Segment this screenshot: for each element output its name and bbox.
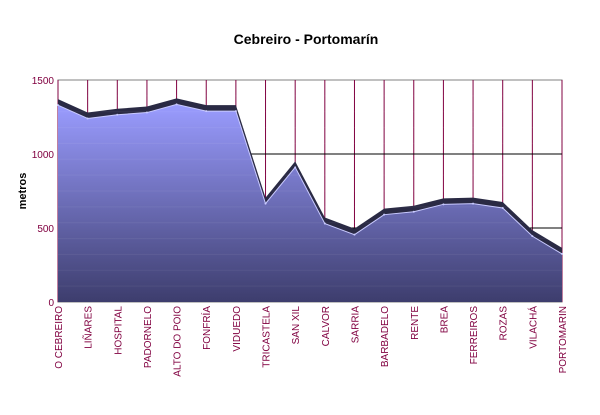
data-point: [175, 103, 178, 106]
x-tick-label: LIÑARES: [82, 306, 95, 349]
y-tick-label: 1500: [32, 76, 55, 87]
chart-title: Cebreiro - Portomarín: [234, 31, 379, 47]
area-top-edge: [57, 103, 563, 255]
x-tick-label: CALVOR: [321, 306, 332, 346]
x-tick-label: PADORNELO: [143, 306, 154, 368]
data-point: [234, 110, 237, 113]
data-point: [561, 252, 563, 255]
data-point: [383, 213, 386, 216]
x-tick-label: RENTE: [410, 306, 421, 340]
y-tick-label: 1000: [32, 150, 55, 161]
elevation-area: [58, 104, 562, 302]
data-point: [294, 166, 297, 169]
data-point: [145, 111, 148, 114]
x-tick-label: VILACHÁ: [526, 306, 539, 349]
x-tick-label: TRICASTELA: [262, 306, 273, 368]
x-tick-label: FONFRÍA: [200, 306, 213, 350]
data-point: [442, 203, 445, 206]
y-axis-label: metros: [17, 173, 29, 210]
x-tick-label: SARRIA: [350, 306, 361, 344]
data-point: [412, 210, 415, 213]
x-tick-label: O CEBREIRO: [54, 306, 65, 369]
y-tick-label: 0: [48, 298, 54, 309]
x-tick-label: VIDUEDO: [232, 306, 243, 352]
data-point: [323, 222, 326, 225]
data-point: [501, 207, 504, 210]
x-tick-label: FERREIROS: [469, 306, 480, 365]
plot-area: 0 500 1000 1500 O CEBREIRO LIÑARES HOSPITAL PAD…: [32, 76, 569, 377]
y-tick-label: 500: [37, 224, 54, 235]
data-point: [472, 202, 475, 205]
data-point: [531, 235, 534, 238]
x-tick-label: SAN XIL: [291, 306, 302, 345]
x-tick-label: PORTOMARIN: [558, 306, 569, 373]
data-point: [353, 233, 356, 236]
x-tick-label: BREA: [439, 306, 450, 334]
x-tick-label: ROZAS: [499, 306, 510, 341]
data-point: [57, 104, 59, 107]
x-tick-label: HOSPITAL: [113, 306, 124, 355]
x-tick-label: ALTO DO POIO: [173, 306, 184, 377]
x-tick-label: BARBADELO: [380, 306, 391, 367]
data-point: [205, 110, 208, 113]
data-point: [86, 117, 89, 120]
data-point: [264, 202, 267, 205]
area-ridge: [58, 98, 562, 254]
data-point: [116, 113, 119, 116]
